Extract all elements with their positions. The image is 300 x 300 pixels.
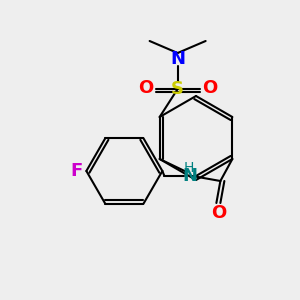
Text: S: S <box>171 80 184 98</box>
Text: O: O <box>202 79 217 97</box>
Text: N: N <box>183 167 198 185</box>
Text: O: O <box>211 204 226 222</box>
Text: F: F <box>70 162 82 180</box>
Text: N: N <box>170 50 185 68</box>
Text: H: H <box>183 161 194 175</box>
Text: O: O <box>138 79 153 97</box>
